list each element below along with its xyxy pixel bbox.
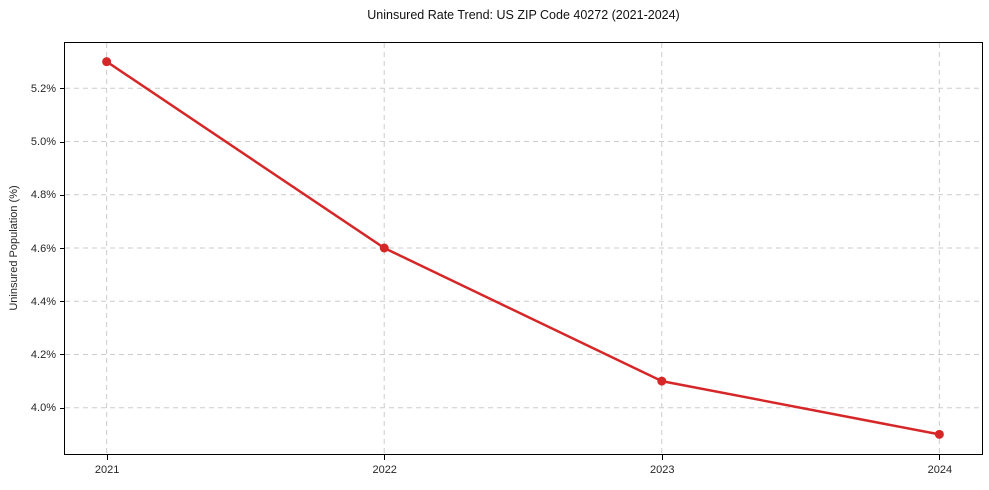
plot-area [64, 42, 983, 455]
line-plot-svg [65, 43, 981, 453]
data-point-marker [102, 57, 112, 67]
data-point-marker [934, 429, 944, 439]
data-point-marker [379, 243, 389, 253]
x-tick-mark [384, 455, 386, 460]
y-tick-mark [60, 88, 65, 90]
x-tick-label: 2024 [927, 464, 953, 476]
y-tick-label: 4.8% [30, 189, 56, 202]
y-tick-mark [60, 407, 65, 409]
y-tick-label: 5.0% [30, 136, 56, 148]
x-tick-mark [106, 455, 108, 460]
data-point-marker [657, 376, 667, 386]
y-tick-label: 4.2% [30, 348, 56, 361]
x-tick-mark [939, 455, 941, 460]
y-tick-mark [60, 301, 65, 303]
chart-title: Uninsured Rate Trend: US ZIP Code 40272 … [367, 8, 680, 22]
x-tick-mark [661, 455, 663, 460]
y-tick-mark [60, 248, 65, 249]
y-tick-mark [60, 141, 65, 143]
x-tick-label: 2022 [372, 464, 397, 476]
trend-line [105, 60, 941, 436]
y-tick-label: 4.0% [30, 402, 56, 415]
y-tick-mark [60, 354, 65, 356]
y-tick-label: 5.2% [30, 82, 56, 95]
x-tick-label: 2023 [650, 464, 675, 476]
y-tick-label: 4.6% [30, 242, 56, 255]
y-tick-label: 4.4% [30, 295, 56, 308]
x-tick-label: 2021 [94, 464, 120, 476]
y-tick-mark [60, 194, 65, 196]
